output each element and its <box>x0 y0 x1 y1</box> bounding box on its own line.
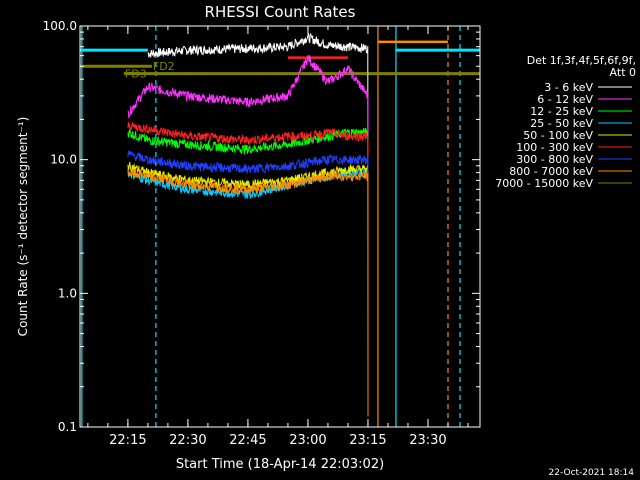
series-line <box>147 31 369 417</box>
legend-label: 6 - 12 keV <box>537 93 593 106</box>
y-tick-label: 100.0 <box>43 19 77 33</box>
y-axis: 0.1 1.0 10.0 100.0 <box>43 19 480 434</box>
chart-title: RHESSI Count Rates <box>205 3 356 21</box>
series-line <box>127 121 369 417</box>
x-axis: 22:15 22:30 22:45 23:00 23:15 23:30 <box>87 26 469 448</box>
legend-label: 800 - 7000 keV <box>509 165 593 178</box>
x-axis-label: Start Time (18-Apr-14 22:03:02) <box>176 457 384 472</box>
legend-title: Att 0 <box>610 66 636 79</box>
legend-title: Det 1f,3f,4f,5f,6f,9f, <box>527 54 636 67</box>
series-line <box>127 161 369 417</box>
y-tick-label: 1.0 <box>58 286 77 300</box>
series-line <box>127 167 369 417</box>
legend-label: 7000 - 15000 keV <box>495 177 593 190</box>
y-tick-label: 10.0 <box>50 153 77 167</box>
legend-label: 25 - 50 keV <box>530 117 593 130</box>
annotation-label: FD2 <box>153 60 175 73</box>
x-tick-label: 22:15 <box>109 433 146 448</box>
legend-label: 3 - 6 keV <box>544 81 593 94</box>
legend-label: 50 - 100 keV <box>523 129 593 142</box>
plot-frame <box>79 25 481 428</box>
series-layer <box>127 31 369 417</box>
series-line <box>127 55 369 417</box>
annotations: FD2 FD3 <box>125 60 175 80</box>
x-tick-label: 22:45 <box>229 433 266 448</box>
series-line <box>127 168 369 417</box>
x-tick-label: 23:15 <box>349 433 386 448</box>
instrument-state-markers <box>80 26 480 427</box>
y-tick-label: 0.1 <box>58 420 77 434</box>
series-line <box>127 149 369 417</box>
legend-label: 300 - 800 keV <box>516 153 593 166</box>
series-line <box>127 71 368 75</box>
timestamp-footer: 22-Oct-2021 18:14 <box>548 468 634 478</box>
x-tick-label: 23:00 <box>289 433 326 448</box>
y-axis-label: Count Rate (s⁻¹ detector segment⁻¹) <box>16 117 30 337</box>
legend-label: 12 - 25 keV <box>530 105 593 118</box>
annotation-label: FD3 <box>125 68 147 81</box>
series-line <box>127 127 369 417</box>
x-tick-label: 22:30 <box>169 433 206 448</box>
legend-label: 100 - 300 keV <box>516 141 593 154</box>
x-tick-label: 23:30 <box>409 433 446 448</box>
